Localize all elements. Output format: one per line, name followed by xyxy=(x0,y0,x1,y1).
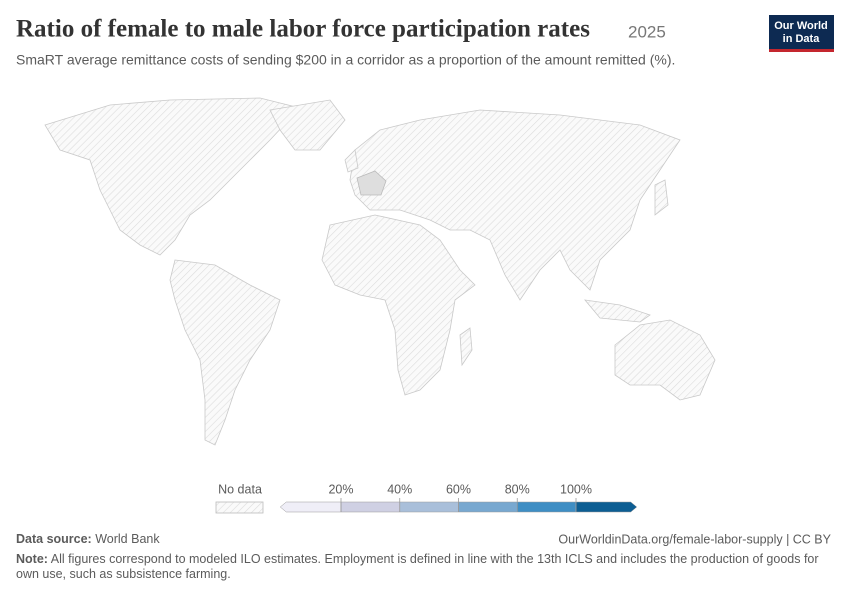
country[interactable] xyxy=(356,170,387,196)
legend-bin xyxy=(458,501,518,513)
country[interactable] xyxy=(169,259,281,446)
logo-text: in Data xyxy=(783,33,821,45)
note: Note: All figures correspond to modeled … xyxy=(16,552,836,582)
legend-bin xyxy=(575,501,638,513)
legend-bin xyxy=(279,501,342,513)
legend: No data 20% 40% 60% 80% 100% xyxy=(215,482,638,514)
title: Ratio of female to male labor force part… xyxy=(16,16,590,43)
legend-bin xyxy=(517,501,577,513)
legend-label: No data xyxy=(218,482,262,496)
note-label: Note: xyxy=(16,552,48,566)
legend-bin xyxy=(340,501,400,513)
legend-tick-label: 100% xyxy=(560,482,592,496)
legend-bin xyxy=(399,501,459,513)
country[interactable] xyxy=(349,109,681,301)
legend-no-data xyxy=(215,501,264,514)
source: Data source: World Bank xyxy=(16,532,160,546)
legend-tick-label: 20% xyxy=(328,482,353,496)
legend-tick-label: 80% xyxy=(505,482,530,496)
country[interactable] xyxy=(459,327,473,367)
legend-tick-label: 60% xyxy=(446,482,471,496)
country[interactable] xyxy=(614,319,716,401)
world-map xyxy=(44,97,716,446)
url[interactable]: OurWorldinData.org/female-labor-supply |… xyxy=(558,532,831,546)
country[interactable] xyxy=(44,97,301,256)
country[interactable] xyxy=(654,179,669,216)
logo[interactable]: Our World in Data xyxy=(769,15,834,52)
country[interactable] xyxy=(584,299,651,323)
note-box: Note: All figures correspond to modeled … xyxy=(16,552,836,582)
legend-tick-label: 40% xyxy=(387,482,412,496)
note-text: All figures correspond to modeled ILO es… xyxy=(16,552,819,581)
country[interactable] xyxy=(321,214,476,396)
logo-text: Our World xyxy=(774,20,828,32)
source-value: World Bank xyxy=(95,532,160,546)
country[interactable] xyxy=(269,99,346,151)
country[interactable] xyxy=(344,149,359,173)
source-label: Data source: xyxy=(16,532,92,546)
year: 2025 xyxy=(628,22,666,41)
subtitle: SmaRT average remittance costs of sendin… xyxy=(16,52,675,68)
